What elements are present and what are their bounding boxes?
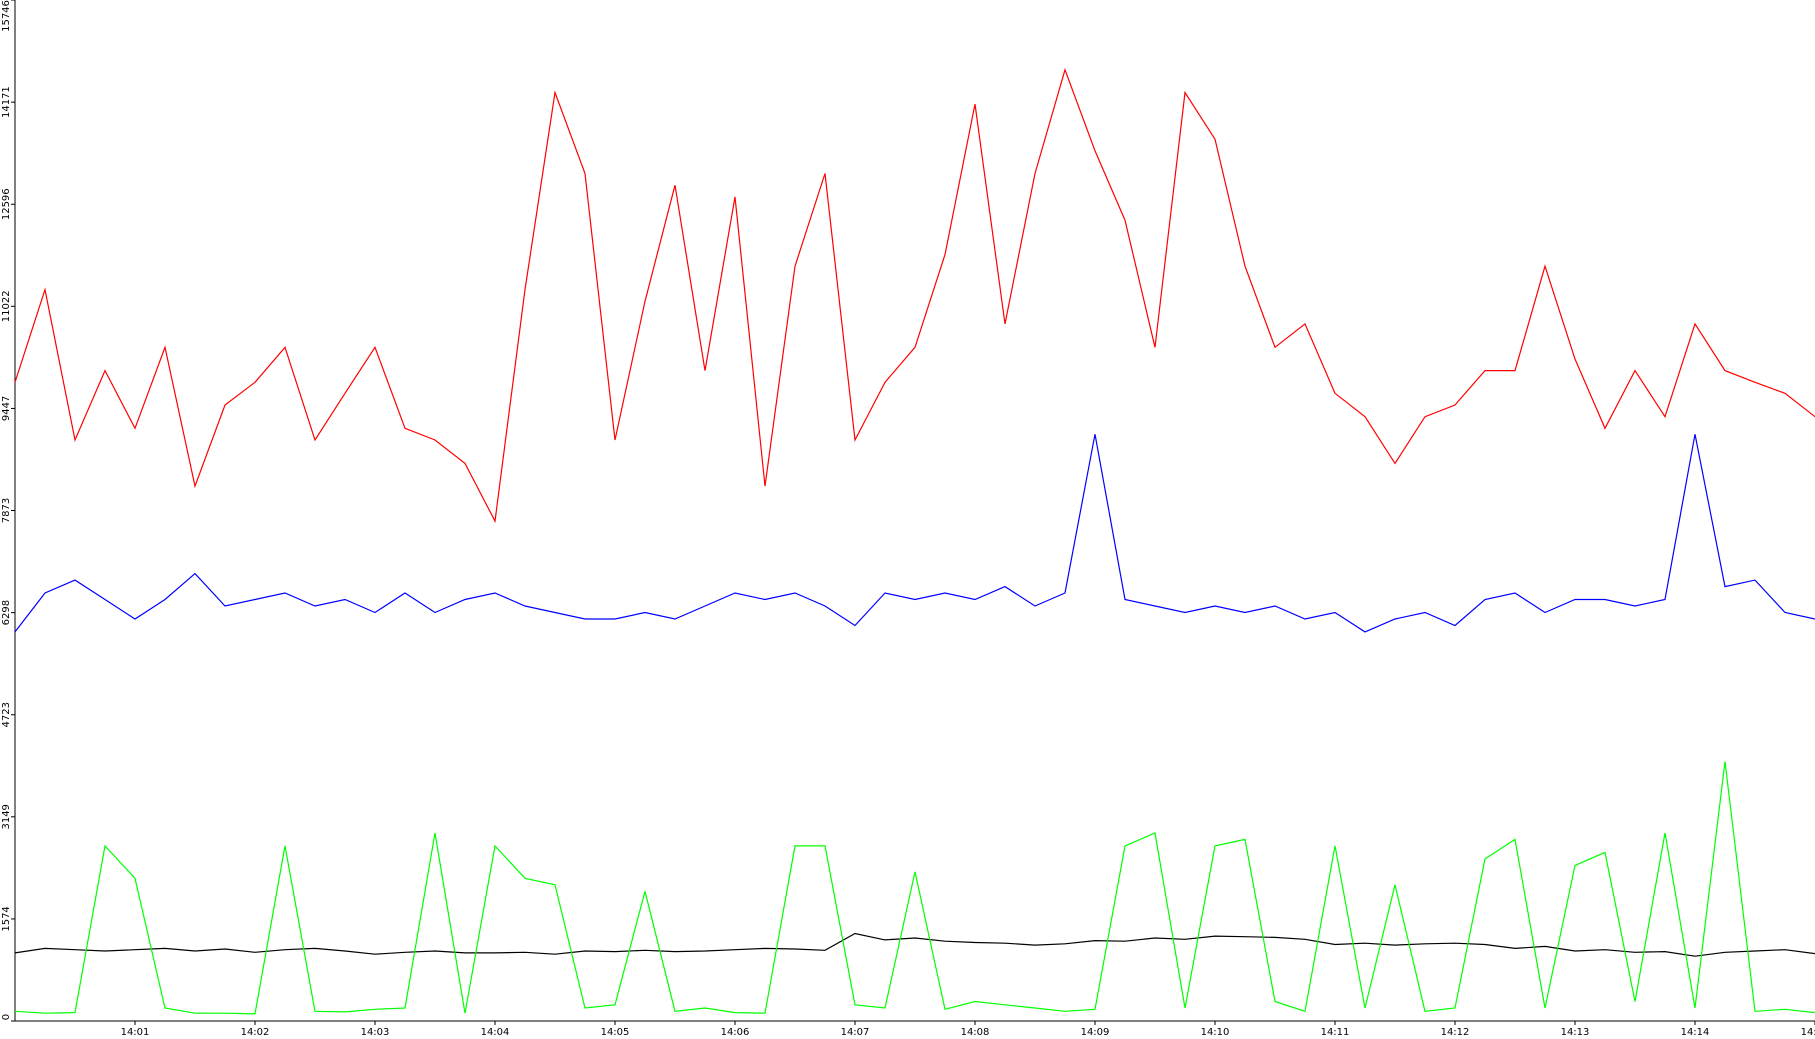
series-line [14,67,1815,524]
series-line [14,434,1815,633]
y-tick-label: 4723 [1,702,12,727]
y-tick-label: 7873 [1,498,12,523]
y-tick-label: 11022 [1,290,12,322]
x-tick-label: 14:04 [481,1027,510,1038]
x-tick-label: 14:01 [121,1027,150,1038]
x-tick-label: 14:14 [1681,1027,1710,1038]
y-tick-label: 15746 [1,0,12,32]
y-tick-label: 6298 [1,600,12,625]
series-line [14,761,1815,1015]
x-tick-label: 14:13 [1561,1027,1590,1038]
y-tick-label: 12596 [1,188,12,220]
x-tick-label: 14:06 [721,1027,750,1038]
y-tick-label: 14171 [1,86,12,118]
x-tick-label: 14:02 [241,1027,270,1038]
y-tick-label: 1574 [1,906,12,931]
x-tick-label: 14:08 [961,1027,990,1038]
y-tick-label: 9447 [1,396,12,421]
x-tick-label: 14:11 [1321,1027,1350,1038]
x-tick-label: 14:12 [1441,1027,1470,1038]
series-line [14,932,1815,957]
x-tick-label: 14:15 [1801,1027,1815,1038]
y-tick-label: 3149 [1,804,12,829]
y-tick-label: 0 [1,1014,12,1020]
x-tick-label: 14:07 [841,1027,870,1038]
x-tick-label: 14:09 [1081,1027,1110,1038]
x-tick-label: 14:10 [1201,1027,1230,1038]
x-tick-label: 14:05 [601,1027,630,1038]
x-tick-label: 14:03 [361,1027,390,1038]
